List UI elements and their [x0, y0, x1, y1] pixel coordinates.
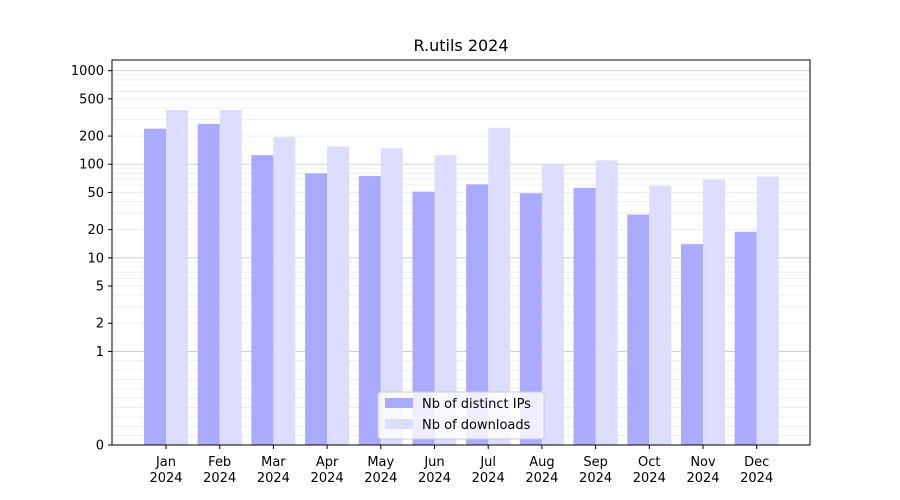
- x-tick-label-month: Jan: [155, 455, 176, 470]
- x-tick-label-year: 2024: [579, 471, 612, 486]
- bar-downloads-dec: [756, 176, 779, 446]
- bar-downloads-oct: [649, 185, 672, 446]
- x-tick-label-month: Mar: [261, 455, 286, 470]
- y-tick-label: 1000: [71, 64, 104, 79]
- bar-distinct-ips-aug: [519, 193, 542, 445]
- bar-distinct-ips-mar: [251, 155, 274, 445]
- legend-box: [377, 391, 545, 440]
- bar-downloads-may: [380, 148, 403, 446]
- legend: Nb of distinct IPs Nb of downloads: [377, 391, 545, 440]
- bar-distinct-ips-sep: [573, 187, 596, 445]
- y-tick-label: 200: [79, 130, 104, 145]
- x-tick-label-month: Aug: [529, 455, 554, 470]
- bar-downloads-jun: [434, 155, 457, 445]
- y-tick-label: 500: [79, 92, 104, 107]
- bar-downloads-jan: [166, 109, 188, 446]
- chart-title: R.utils 2024: [413, 36, 508, 55]
- bar-downloads-sep: [595, 160, 618, 445]
- y-axis: 0 1 2 5 10 20 50 100 200 500 1000: [71, 64, 112, 454]
- bars-layer: [144, 109, 779, 446]
- plot-frame: [111, 59, 811, 446]
- x-tick-label-month: Feb: [208, 455, 231, 470]
- x-tick-label-month: Jun: [423, 455, 444, 470]
- y-tick-label: 20: [87, 223, 104, 238]
- bar-downloads-mar: [273, 137, 296, 445]
- x-tick-label-year: 2024: [418, 471, 451, 486]
- x-tick-label-month: Dec: [744, 455, 769, 470]
- bar-downloads-apr: [327, 146, 350, 446]
- bar-downloads-nov: [703, 179, 725, 445]
- bar-distinct-ips-apr: [305, 173, 328, 445]
- x-tick-label-year: 2024: [149, 471, 182, 486]
- x-tick-label-year: 2024: [686, 471, 719, 486]
- y-tick-label: 0: [96, 439, 104, 454]
- x-tick-label-month: Apr: [316, 455, 339, 470]
- x-tick-label-year: 2024: [257, 471, 290, 486]
- x-tick-label-year: 2024: [472, 471, 505, 486]
- y-tick-label: 5: [96, 280, 104, 295]
- y-tick-label: 50: [87, 186, 104, 201]
- bar-distinct-ips-jun: [412, 191, 435, 445]
- x-tick-label-month: Jul: [479, 455, 496, 470]
- x-tick-label-month: Sep: [583, 455, 608, 470]
- x-tick-label-year: 2024: [633, 471, 666, 486]
- bar-distinct-ips-jan: [144, 128, 166, 445]
- y-tick-label: 1: [96, 345, 104, 360]
- x-tick-label-month: Nov: [690, 455, 716, 470]
- bar-distinct-ips-jul: [466, 184, 489, 445]
- bar-distinct-ips-may: [358, 175, 381, 445]
- x-tick-label-year: 2024: [525, 471, 558, 486]
- y-tick-label: 100: [79, 158, 104, 173]
- legend-label-distinct-ips: Nb of distinct IPs: [422, 397, 531, 412]
- bar-downloads-jul: [488, 127, 511, 445]
- bar-distinct-ips-feb: [197, 123, 220, 445]
- x-tick-label-year: 2024: [740, 471, 773, 486]
- x-axis: Jan2024Feb2024Mar2024Apr2024May2024Jun20…: [149, 445, 773, 486]
- legend-swatch-distinct-ips: [385, 398, 413, 408]
- legend-label-downloads: Nb of downloads: [422, 418, 531, 433]
- y-tick-label: 2: [96, 317, 104, 332]
- y-tick-label: 10: [87, 251, 104, 266]
- x-tick-label-year: 2024: [364, 471, 397, 486]
- bar-distinct-ips-oct: [627, 214, 650, 445]
- bar-distinct-ips-nov: [681, 244, 703, 445]
- x-tick-label-year: 2024: [311, 471, 344, 486]
- x-tick-label-year: 2024: [203, 471, 236, 486]
- bar-downloads-feb: [219, 109, 242, 446]
- x-tick-label-month: Oct: [638, 455, 660, 470]
- legend-swatch-downloads: [385, 419, 413, 429]
- bar-distinct-ips-dec: [734, 231, 757, 445]
- bar-downloads-aug: [541, 164, 564, 445]
- x-tick-label-month: May: [367, 455, 394, 470]
